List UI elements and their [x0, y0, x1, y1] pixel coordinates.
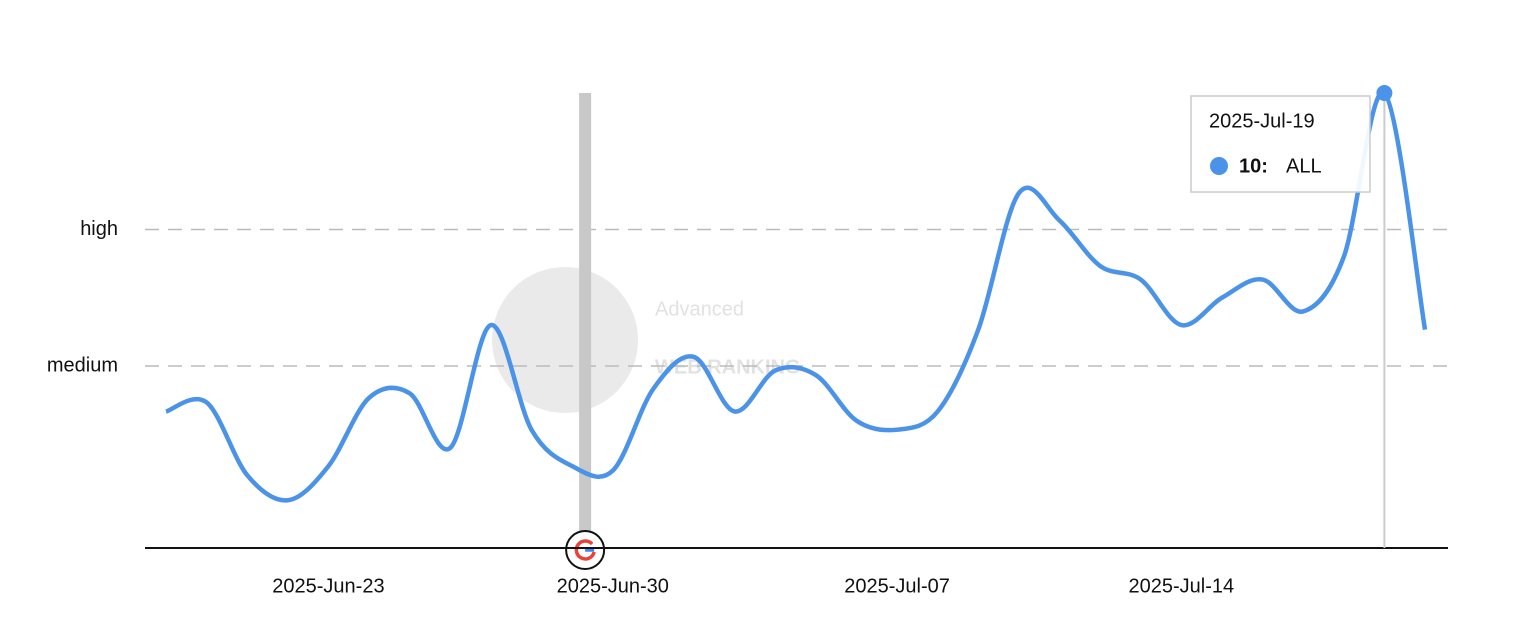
watermark: Advanced WEB RANKING: [492, 267, 801, 413]
icon-g: [574, 539, 596, 561]
y-tick-label: high: [80, 218, 118, 240]
tooltip-title: 2025-Jul-19: [1209, 110, 1315, 132]
tooltip-series: ALL: [1286, 155, 1322, 177]
x-tick-label: 2025-Jun-23: [272, 575, 384, 597]
watermark-line: Advanced: [655, 298, 744, 320]
google-icon: [565, 530, 606, 570]
tooltip-value: 10:: [1239, 155, 1268, 177]
x-tick-label: 2025-Jun-30: [557, 575, 669, 597]
watermark-line: WEB RANKING: [655, 356, 801, 378]
tooltip: 2025-Jul-19 10: ALL: [1190, 95, 1371, 193]
x-tick-label: 2025-Jul-14: [1129, 575, 1235, 597]
series-line: [165, 90, 1428, 503]
event-band: [579, 93, 592, 548]
y-tick-label: medium: [47, 354, 118, 376]
hover-point: [1376, 85, 1393, 101]
x-tick-label: 2025-Jul-07: [844, 575, 950, 597]
